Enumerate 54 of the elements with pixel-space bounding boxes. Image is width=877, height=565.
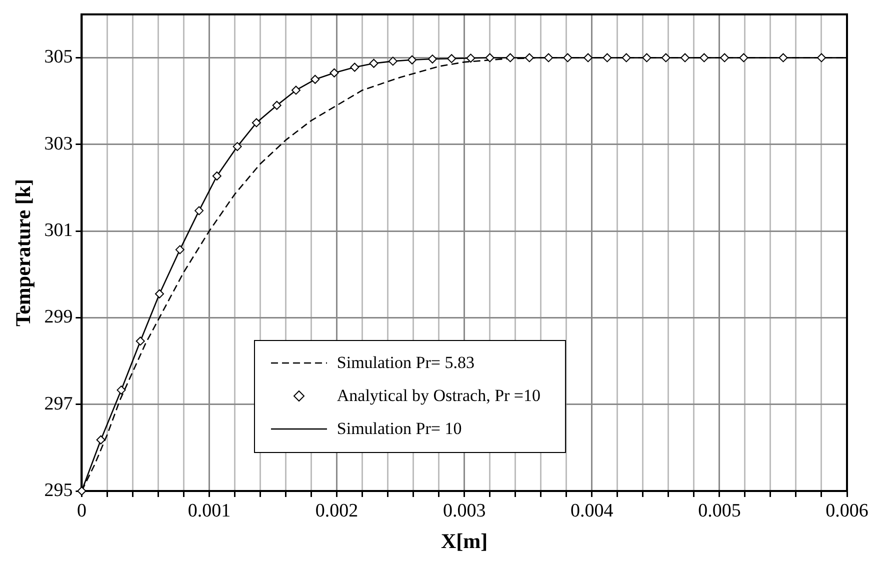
y-axis-title: Temperature [k] (11, 178, 36, 326)
point (369, 58, 378, 68)
x-tick-label: 0.003 (442, 500, 486, 522)
y-tick-label: 295 (44, 480, 73, 501)
y-tick-label: 305 (44, 46, 73, 68)
y-tick-label: 299 (44, 306, 73, 328)
point (661, 53, 670, 62)
x-tick-label: 0.004 (570, 500, 614, 522)
point (584, 53, 593, 62)
point (506, 53, 515, 62)
y-tick-label: 297 (44, 393, 73, 414)
x-tick-label: 0.002 (315, 500, 358, 522)
point (700, 53, 709, 62)
point (232, 142, 242, 152)
point (544, 53, 554, 62)
point (175, 245, 184, 254)
point (428, 54, 437, 64)
point (447, 54, 456, 64)
point (485, 53, 494, 62)
point (330, 68, 339, 78)
point (739, 53, 748, 62)
legend-label: Simulation Pr= 10 (336, 419, 462, 440)
point (388, 56, 398, 66)
x-tick-label: 0 (76, 500, 86, 522)
x-tick-label: 0.005 (698, 500, 741, 522)
x-tick-label: 0.006 (826, 500, 868, 522)
point (778, 53, 788, 62)
point (272, 100, 282, 110)
point (194, 206, 204, 216)
legend-label: Analytical by Ostrach, Pr =10 (336, 386, 541, 406)
y-tick-label: 303 (44, 133, 73, 154)
x-tick-label: 0.001 (188, 500, 231, 522)
point (155, 289, 164, 298)
point (622, 53, 631, 62)
point (524, 53, 534, 62)
point (816, 53, 826, 62)
point (602, 53, 612, 62)
y-tick-label: 301 (44, 220, 73, 242)
point (96, 435, 106, 444)
point (680, 53, 690, 62)
point (116, 386, 126, 395)
point (466, 54, 476, 63)
point (563, 53, 572, 62)
point (720, 53, 730, 62)
point (136, 336, 145, 346)
point (291, 86, 300, 95)
point (642, 53, 652, 62)
point (350, 62, 360, 72)
point (310, 74, 320, 84)
legend-label: Simulation Pr= 5.83 (336, 353, 474, 374)
point (212, 172, 222, 181)
point (408, 55, 417, 64)
x-axis-title: X[m] (441, 528, 488, 553)
point (252, 118, 261, 128)
